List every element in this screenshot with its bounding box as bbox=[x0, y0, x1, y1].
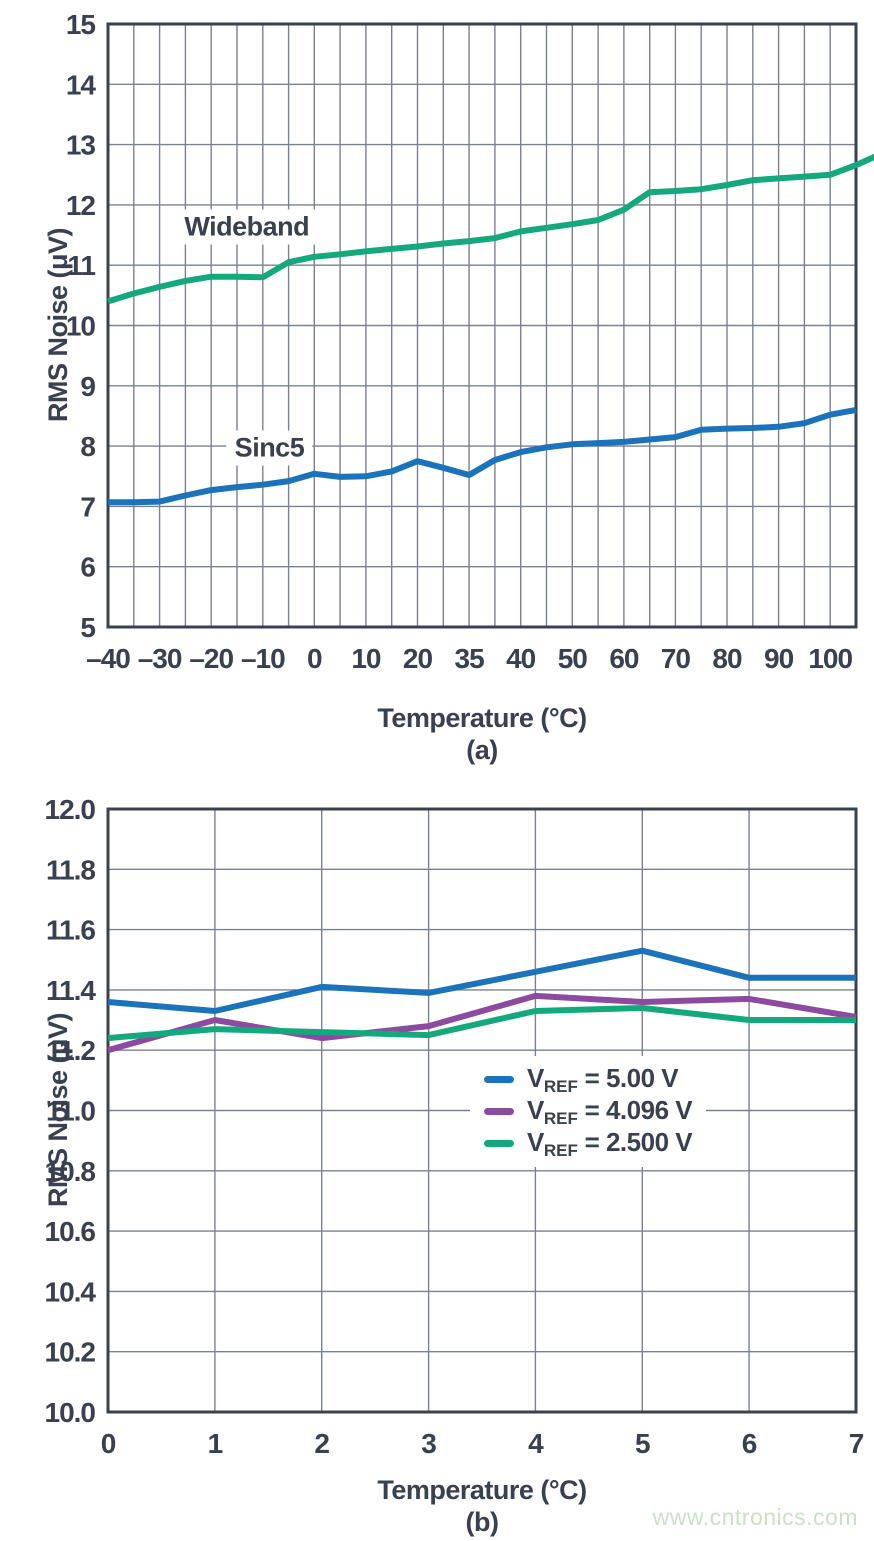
legend-item: VREF = 2.500 V bbox=[484, 1126, 693, 1160]
chart-a-x-tick-label: 35 bbox=[455, 643, 485, 674]
series-label-wideband: Wideband bbox=[176, 209, 318, 245]
legend-label: VREF = 5.00 V bbox=[527, 1062, 679, 1096]
series-line-sinc5 bbox=[108, 406, 857, 506]
chart-a-x-tick-label: –40 bbox=[86, 643, 130, 674]
legend-label: VREF = 4.096 V bbox=[527, 1094, 693, 1128]
chart-a-x-tick-label: –30 bbox=[138, 643, 182, 674]
chart-b-y-tick-label: 10.4 bbox=[45, 1276, 97, 1307]
chart-a-y-tick-label: 7 bbox=[80, 491, 95, 522]
chart-a-x-tick-label: 50 bbox=[558, 643, 588, 674]
chart-a-x-tick-label: 100 bbox=[808, 643, 852, 674]
chart-b-y-tick-label: 11.4 bbox=[46, 975, 96, 1006]
chart-a-y-tick-label: 11 bbox=[67, 250, 95, 281]
chart-a-x-axis-title: Temperature (°C) bbox=[377, 703, 587, 733]
chart-a-y-tick-label: 10 bbox=[66, 311, 96, 342]
chart-a-y-tick-label: 9 bbox=[80, 371, 95, 402]
chart-a-x-tick-label: –20 bbox=[189, 643, 233, 674]
chart-b-y-tick-label: 10.8 bbox=[45, 1156, 96, 1187]
chart-a-y-tick-label: 12 bbox=[66, 190, 96, 221]
chart-b-x-tick-label: 1 bbox=[208, 1428, 223, 1459]
chart-a-x-tick-label: 90 bbox=[764, 643, 794, 674]
series-line-wideband bbox=[107, 153, 874, 305]
chart-b-x-tick-label: 7 bbox=[849, 1428, 864, 1459]
chart-a-grid bbox=[107, 23, 857, 628]
chart-a-x-tick-label: 10 bbox=[351, 643, 381, 674]
chart-b-y-tick-label: 11.6 bbox=[46, 915, 95, 946]
chart-b-y-tick-label: 12.0 bbox=[45, 794, 96, 825]
legend-swatch bbox=[484, 1140, 514, 1147]
chart-a-x-tick-label: 60 bbox=[609, 643, 639, 674]
series-line-vref-4.096-v bbox=[107, 992, 857, 1054]
legend-item: VREF = 5.00 V bbox=[484, 1062, 692, 1096]
chart-a-border bbox=[106, 22, 858, 629]
chart-b-y-tick-label: 11.0 bbox=[46, 1096, 95, 1127]
series-line-vref-5.00-v bbox=[107, 947, 856, 1014]
chart-a-y-tick-label: 15 bbox=[66, 9, 96, 40]
chart-a-y-tick-label: 14 bbox=[66, 69, 97, 100]
chart-b-x-tick-label: 2 bbox=[314, 1428, 329, 1459]
chart-a-y-tick-label: 13 bbox=[66, 130, 96, 161]
chart-b-x-tick-label: 4 bbox=[528, 1428, 544, 1459]
chart-a-y-tick-label: 6 bbox=[80, 552, 95, 583]
chart-a-x-tick-label: 80 bbox=[712, 643, 742, 674]
chart-b-y-tick-label: 10.2 bbox=[45, 1337, 96, 1368]
chart-a-x-tick-label: –10 bbox=[241, 643, 285, 674]
chart-a-caption: (a) bbox=[466, 735, 498, 765]
chart-b-y-tick-label: 11.8 bbox=[46, 854, 95, 885]
chart-a-x-tick-label: 0 bbox=[307, 643, 322, 674]
chart-a-x-tick-label: 70 bbox=[661, 643, 691, 674]
chart-b-x-axis-title: Temperature (°C) bbox=[377, 1475, 587, 1505]
chart-b-x-tick-label: 5 bbox=[635, 1428, 650, 1459]
series-line-vref-2.500-v bbox=[107, 1005, 856, 1042]
chart-a-y-tick-label: 8 bbox=[80, 431, 95, 462]
series-label-sinc5: Sinc5 bbox=[226, 430, 313, 466]
legend-item: VREF = 4.096 V bbox=[484, 1094, 693, 1128]
chart-b-x-tick-label: 6 bbox=[742, 1428, 757, 1459]
chart-a-x-tick-label: 40 bbox=[506, 643, 536, 674]
chart-b-y-tick-label: 10.0 bbox=[45, 1397, 96, 1428]
chart-a-y-tick-label: 5 bbox=[80, 612, 95, 643]
chart-b-caption: (b) bbox=[465, 1507, 499, 1537]
chart-b-x-tick-label: 3 bbox=[421, 1428, 436, 1459]
chart-b-y-tick-label: 10.6 bbox=[45, 1216, 96, 1247]
legend-swatch bbox=[484, 1108, 514, 1115]
legend-swatch bbox=[484, 1076, 514, 1083]
chart-b-y-tick-label: 11.2 bbox=[46, 1035, 95, 1066]
chart-a-x-tick-label: 20 bbox=[403, 643, 433, 674]
chart-b-border bbox=[106, 807, 858, 1414]
legend-label: VREF = 2.500 V bbox=[527, 1126, 693, 1160]
watermark: www.cntronics.com bbox=[652, 1504, 858, 1530]
chart-b-x-tick-label: 0 bbox=[101, 1428, 116, 1459]
legend: VREF = 5.00 V VREF = 4.096 V VREF = 2.500 … bbox=[470, 1056, 707, 1167]
